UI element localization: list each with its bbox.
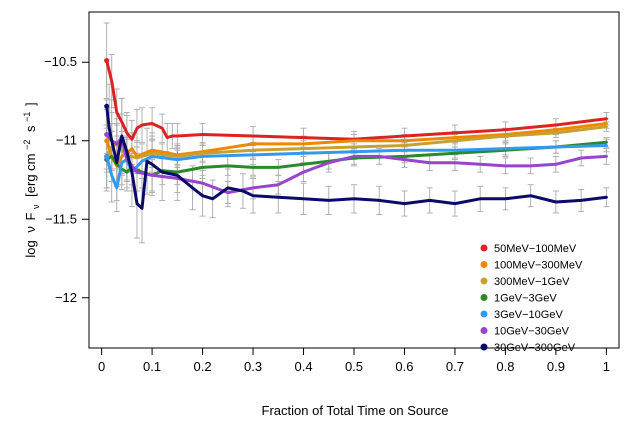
- x-tick-label: 0.7: [446, 359, 464, 374]
- x-axis: 0 0.1 0.2 0.3 0.4 0.5 0.6 0.7 0.8 0.9 1: [98, 348, 610, 374]
- y-axis-title-exp2: −1: [22, 112, 32, 122]
- x-tick-label: 0.5: [345, 359, 363, 374]
- series-start-point: [104, 138, 110, 144]
- y-axis-title-exp1: −2: [22, 140, 32, 150]
- y-tick-label: −11: [56, 133, 77, 148]
- legend-swatch: [480, 261, 488, 268]
- x-tick-label: 0.3: [244, 359, 262, 374]
- y-axis: −10.5 −11 −11.5 −12: [44, 54, 89, 305]
- x-tick-label: 0: [98, 359, 105, 374]
- y-axis-title-units-close: ]: [23, 102, 38, 106]
- legend-label: 10GeV−30GeV: [494, 326, 570, 338]
- series-start-point: [104, 58, 110, 64]
- x-axis-title: Fraction of Total Time on Source: [262, 403, 449, 418]
- legend-swatch: [480, 244, 488, 252]
- legend-label: 100MeV−300MeV: [494, 260, 583, 272]
- y-tick-label: −10.5: [44, 54, 77, 69]
- series-start-point: [104, 153, 110, 159]
- y-axis-title-units-mid: s: [23, 125, 38, 132]
- y-axis-title-units-open: [erg cm: [23, 154, 38, 197]
- y-tick-label: −11.5: [45, 211, 77, 226]
- y-tick-label: −12: [55, 290, 77, 305]
- series-start-point: [104, 131, 110, 137]
- x-tick-label: 0.4: [294, 359, 312, 374]
- x-tick-label: 0.9: [547, 359, 565, 374]
- legend-label: 300MeV−1GeV: [494, 276, 570, 288]
- y-axis-title: log ν F ν [erg cm −2 s −1 ]: [18, 102, 42, 257]
- x-tick-label: 0.1: [143, 359, 161, 374]
- y-axis-title-f: F: [23, 213, 38, 221]
- series-start-point: [104, 103, 110, 109]
- series-line-5: [105, 133, 608, 195]
- legend-swatch: [480, 327, 488, 334]
- legend-label: 1GeV−3GeV: [494, 293, 557, 305]
- series-line-3: [105, 140, 608, 177]
- legend-label: 50MeV−100MeV: [494, 243, 577, 255]
- x-tick-label: 0.2: [194, 359, 212, 374]
- legend-swatch: [480, 343, 488, 351]
- legend: 50MeV−100MeV 100MeV−300MeV 300MeV−1GeV 1GeV…: [480, 243, 583, 354]
- x-tick-label: 1: [603, 359, 610, 374]
- series-line-0: [105, 59, 608, 141]
- series-line-4: [105, 144, 608, 190]
- legend-label: 30GeV−300GeV: [494, 342, 576, 354]
- y-axis-title-log: log: [23, 240, 38, 257]
- y-axis-title-sub: ν: [31, 204, 41, 209]
- x-tick-label: 0.8: [496, 359, 514, 374]
- legend-swatch: [480, 294, 488, 301]
- legend-swatch: [480, 277, 488, 285]
- y-axis-title-nu: ν: [23, 226, 38, 233]
- series-line-1: [105, 122, 608, 168]
- series-line-6: [105, 104, 608, 210]
- legend-label: 3GeV−10GeV: [494, 309, 563, 321]
- legend-swatch: [480, 310, 488, 318]
- series-lines: [104, 58, 608, 210]
- x-tick-label: 0.6: [395, 359, 413, 374]
